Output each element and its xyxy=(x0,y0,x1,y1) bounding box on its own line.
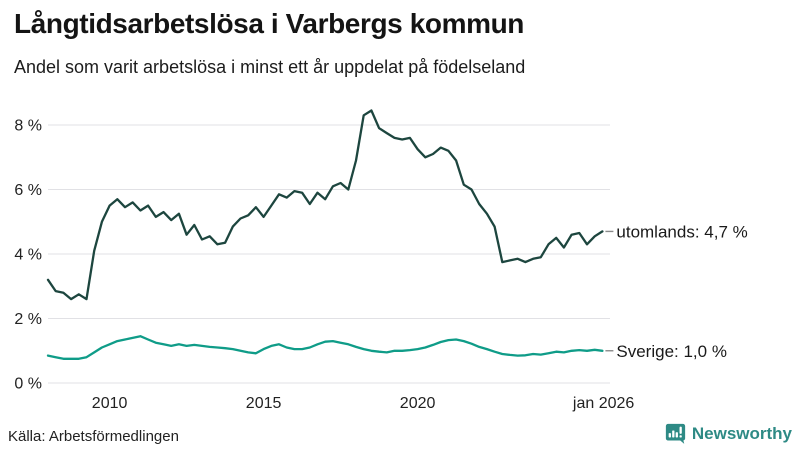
logo-bar-3 xyxy=(675,432,678,438)
y-axis-tick-label: 2 % xyxy=(14,311,42,328)
x-axis-tick-label: 2010 xyxy=(92,395,128,412)
x-axis-tick-label: 2015 xyxy=(246,395,282,412)
y-axis-tick-label: 4 % xyxy=(14,247,42,264)
chart-subtitle: Andel som varit arbetslösa i minst ett å… xyxy=(14,57,526,77)
sverige-line xyxy=(46,335,604,360)
brand-name: Newsworthy xyxy=(691,423,792,443)
x-axis-tick-label: 2020 xyxy=(400,395,436,412)
y-axis-tick-label: 6 % xyxy=(14,182,42,199)
source-note: Källa: Arbetsförmedlingen xyxy=(8,428,179,445)
logo-bar-1 xyxy=(668,433,671,438)
newsworthy-logo-icon xyxy=(665,423,685,444)
y-axis-tick-label: 0 % xyxy=(14,376,42,393)
y-axis-tick-label: 8 % xyxy=(14,118,42,135)
logo-exclamation-bar xyxy=(679,426,682,434)
sverige-end-label: Sverige: 1,0 % xyxy=(616,342,727,361)
chart-title: Långtidsarbetslösa i Varbergs kommun xyxy=(14,8,524,39)
utomlands-line xyxy=(46,109,604,301)
utomlands-end-label: utomlands: 4,7 % xyxy=(616,222,747,241)
logo-exclamation-dot xyxy=(679,435,682,438)
logo-bar-2 xyxy=(672,430,675,438)
x-axis-tick-label: jan 2026 xyxy=(572,395,634,412)
brand-lockup: Newsworthy xyxy=(665,423,792,444)
